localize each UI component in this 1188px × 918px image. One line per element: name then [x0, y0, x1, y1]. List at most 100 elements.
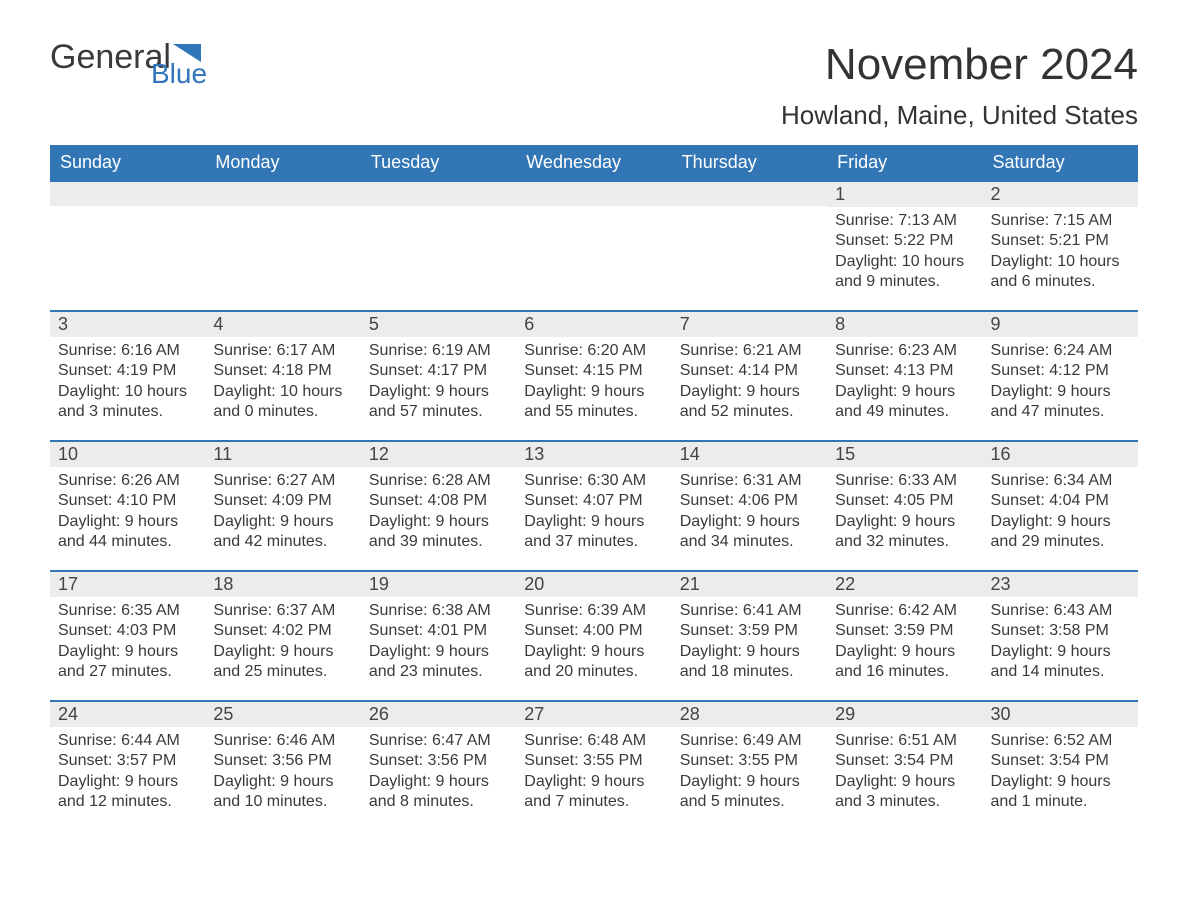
daylight-text: Daylight: 9 hours and 20 minutes.: [524, 642, 663, 683]
sunset-text: Sunset: 4:06 PM: [680, 491, 819, 511]
logo-text-blue: Blue: [151, 58, 207, 90]
sunset-text: Sunset: 3:57 PM: [58, 751, 197, 771]
sunset-text: Sunset: 4:02 PM: [213, 621, 352, 641]
daylight-text: Daylight: 9 hours and 32 minutes.: [835, 512, 974, 553]
sunrise-text: Sunrise: 6:35 AM: [58, 601, 197, 621]
sunrise-text: Sunrise: 7:15 AM: [991, 211, 1130, 231]
daylight-text: Daylight: 9 hours and 23 minutes.: [369, 642, 508, 683]
sunrise-text: Sunrise: 6:46 AM: [213, 731, 352, 751]
day-cell: 28Sunrise: 6:49 AMSunset: 3:55 PMDayligh…: [672, 702, 827, 830]
day-label-sat: Saturday: [983, 145, 1138, 180]
day-body: Sunrise: 6:31 AMSunset: 4:06 PMDaylight:…: [672, 467, 827, 559]
daylight-text: Daylight: 9 hours and 18 minutes.: [680, 642, 819, 683]
weeks-container: 1Sunrise: 7:13 AMSunset: 5:22 PMDaylight…: [50, 180, 1138, 830]
sunrise-text: Sunrise: 6:23 AM: [835, 341, 974, 361]
sunset-text: Sunset: 3:58 PM: [991, 621, 1130, 641]
day-cell: 18Sunrise: 6:37 AMSunset: 4:02 PMDayligh…: [205, 572, 360, 700]
daylight-text: Daylight: 9 hours and 7 minutes.: [524, 772, 663, 813]
daylight-text: Daylight: 9 hours and 5 minutes.: [680, 772, 819, 813]
daylight-text: Daylight: 9 hours and 42 minutes.: [213, 512, 352, 553]
day-cell: 3Sunrise: 6:16 AMSunset: 4:19 PMDaylight…: [50, 312, 205, 440]
day-cell: 4Sunrise: 6:17 AMSunset: 4:18 PMDaylight…: [205, 312, 360, 440]
day-body: Sunrise: 6:20 AMSunset: 4:15 PMDaylight:…: [516, 337, 671, 429]
sunset-text: Sunset: 4:12 PM: [991, 361, 1130, 381]
day-label-wed: Wednesday: [516, 145, 671, 180]
sunset-text: Sunset: 4:09 PM: [213, 491, 352, 511]
sunset-text: Sunset: 4:04 PM: [991, 491, 1130, 511]
day-cell: 15Sunrise: 6:33 AMSunset: 4:05 PMDayligh…: [827, 442, 982, 570]
day-body: Sunrise: 7:15 AMSunset: 5:21 PMDaylight:…: [983, 207, 1138, 299]
sunset-text: Sunset: 3:56 PM: [369, 751, 508, 771]
day-cell: [50, 182, 205, 310]
day-number: 25: [205, 702, 360, 727]
day-number: [205, 182, 360, 206]
daylight-text: Daylight: 9 hours and 14 minutes.: [991, 642, 1130, 683]
sunset-text: Sunset: 4:10 PM: [58, 491, 197, 511]
day-body: Sunrise: 6:37 AMSunset: 4:02 PMDaylight:…: [205, 597, 360, 689]
sunset-text: Sunset: 4:00 PM: [524, 621, 663, 641]
day-number: 15: [827, 442, 982, 467]
daylight-text: Daylight: 9 hours and 29 minutes.: [991, 512, 1130, 553]
day-body: [361, 206, 516, 216]
day-body: Sunrise: 6:47 AMSunset: 3:56 PMDaylight:…: [361, 727, 516, 819]
day-number: 10: [50, 442, 205, 467]
week-row: 10 Sunrise: 6:26 AMSunset: 4:10 PM Dayligh…: [50, 440, 1138, 570]
day-body: [672, 206, 827, 216]
day-cell: 6Sunrise: 6:20 AMSunset: 4:15 PMDaylight…: [516, 312, 671, 440]
sunset-text: Sunset: 4:14 PM: [680, 361, 819, 381]
day-number: 16: [983, 442, 1138, 467]
daylight-text: Daylight: 9 hours and 12 minutes.: [58, 772, 197, 813]
day-number: 19: [361, 572, 516, 597]
daylight-text: Daylight: 9 hours and 52 minutes.: [680, 382, 819, 423]
sunset-text: Sunset: 3:59 PM: [680, 621, 819, 641]
daylight-text: Daylight: 10 hours and 9 minutes.: [835, 252, 974, 293]
sunrise-text: Sunrise: 6:28 AM: [369, 471, 508, 491]
day-body: Sunrise: 6:48 AMSunset: 3:55 PMDaylight:…: [516, 727, 671, 819]
day-body: Sunrise: 6:42 AMSunset: 3:59 PMDaylight:…: [827, 597, 982, 689]
calendar-header-row: Sunday Monday Tuesday Wednesday Thursday…: [50, 145, 1138, 180]
day-number: 7: [672, 312, 827, 337]
day-number: [672, 182, 827, 206]
day-body: Sunrise: 6:21 AMSunset: 4:14 PMDaylight:…: [672, 337, 827, 429]
day-cell: [672, 182, 827, 310]
day-body: Sunrise: 6:52 AMSunset: 3:54 PMDaylight:…: [983, 727, 1138, 819]
sunset-text: Sunset: 4:07 PM: [524, 491, 663, 511]
sunrise-text: Sunrise: 6:33 AM: [835, 471, 974, 491]
day-cell: 14Sunrise: 6:31 AMSunset: 4:06 PMDayligh…: [672, 442, 827, 570]
sunrise-text: Sunrise: 6:42 AM: [835, 601, 974, 621]
day-number: 8: [827, 312, 982, 337]
day-body: [50, 206, 205, 216]
day-cell: 20Sunrise: 6:39 AMSunset: 4:00 PMDayligh…: [516, 572, 671, 700]
day-number: 26: [361, 702, 516, 727]
daylight-text: Daylight: 9 hours and 57 minutes.: [369, 382, 508, 423]
day-body: Sunrise: 6:30 AMSunset: 4:07 PMDaylight:…: [516, 467, 671, 559]
location: Howland, Maine, United States: [50, 100, 1138, 131]
week-row: 24Sunrise: 6:44 AMSunset: 3:57 PMDayligh…: [50, 700, 1138, 830]
sunset-text: Sunset: 4:03 PM: [58, 621, 197, 641]
day-number: 30: [983, 702, 1138, 727]
daylight-text: Daylight: 10 hours and 6 minutes.: [991, 252, 1130, 293]
day-number: 17: [50, 572, 205, 597]
day-cell: 17Sunrise: 6:35 AMSunset: 4:03 PMDayligh…: [50, 572, 205, 700]
logo: General Blue: [50, 40, 207, 90]
day-label-thu: Thursday: [672, 145, 827, 180]
day-cell: 29Sunrise: 6:51 AMSunset: 3:54 PMDayligh…: [827, 702, 982, 830]
day-cell: 16Sunrise: 6:34 AMSunset: 4:04 PMDayligh…: [983, 442, 1138, 570]
sunrise-text: Sunrise: 6:21 AM: [680, 341, 819, 361]
day-cell: 12Sunrise: 6:28 AMSunset: 4:08 PMDayligh…: [361, 442, 516, 570]
daylight-text: Daylight: 9 hours and 8 minutes.: [369, 772, 508, 813]
sunset-text: Sunset: 4:19 PM: [58, 361, 197, 381]
day-cell: 30Sunrise: 6:52 AMSunset: 3:54 PMDayligh…: [983, 702, 1138, 830]
day-body: Sunrise: 6:19 AMSunset: 4:17 PMDaylight:…: [361, 337, 516, 429]
day-label-fri: Friday: [827, 145, 982, 180]
day-cell: [516, 182, 671, 310]
daylight-text: Daylight: 9 hours and 55 minutes.: [524, 382, 663, 423]
day-number: 22: [827, 572, 982, 597]
sunrise-text: Sunrise: 7:13 AM: [835, 211, 974, 231]
sunrise-text: Sunrise: 6:51 AM: [835, 731, 974, 751]
day-cell: 10Sunrise: 6:26 AMSunset: 4:10 PMDayligh…: [50, 442, 205, 570]
day-number: 3: [50, 312, 205, 337]
sunrise-text: Sunrise: 6:26 AM: [58, 471, 197, 491]
day-cell: 25Sunrise: 6:46 AMSunset: 3:56 PMDayligh…: [205, 702, 360, 830]
sunset-text: Sunset: 5:21 PM: [991, 231, 1130, 251]
